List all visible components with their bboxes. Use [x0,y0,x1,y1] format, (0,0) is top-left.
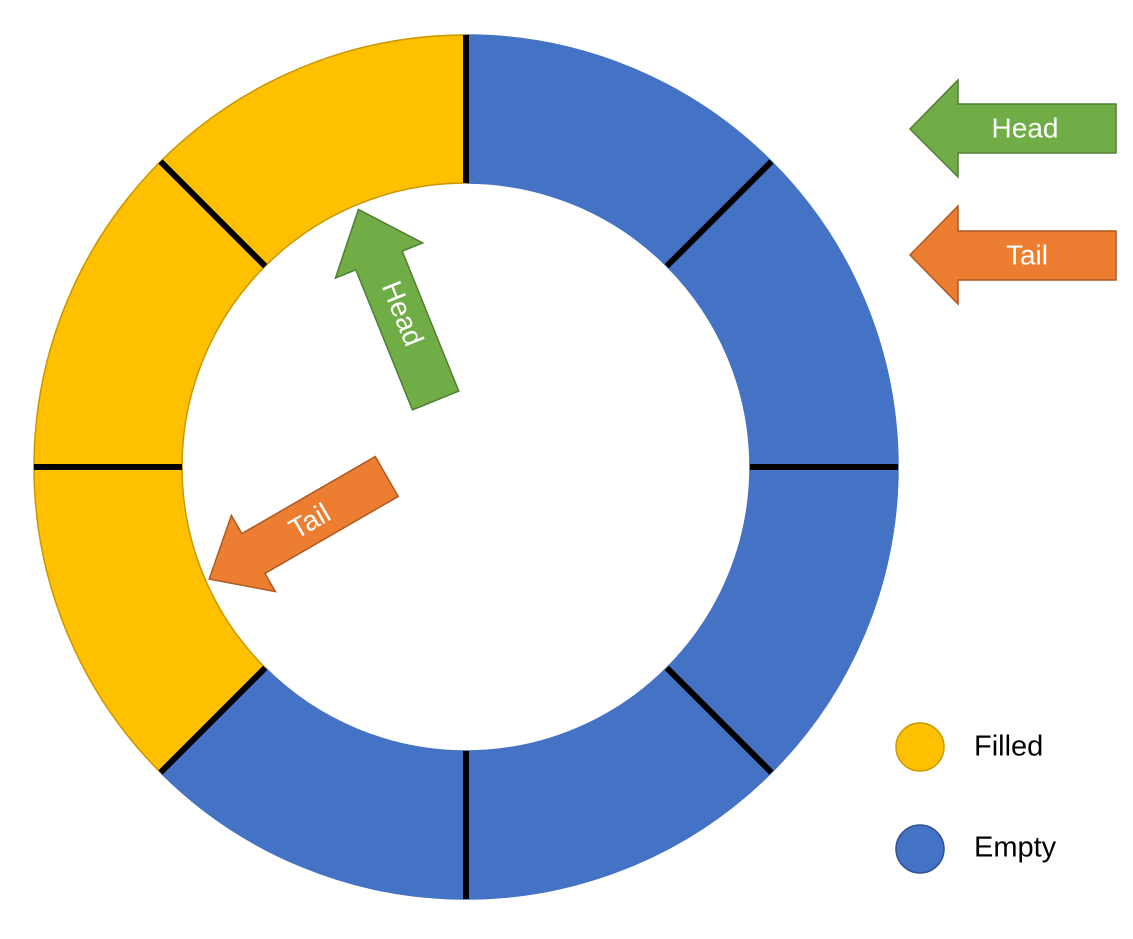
key-arrow-head-shape [908,78,1117,179]
legend-item-filled: Filled [895,722,1043,772]
tail-pointer-arrow: Tail [208,455,400,593]
legend-label-empty: Empty [974,832,1057,864]
segment-dividers [34,35,898,899]
segment-divider [664,665,774,775]
segment-divider [664,159,774,269]
ring-buffer [33,34,899,900]
segment-divider [158,159,268,269]
legend-label-filled: Filled [974,731,1043,763]
legend-item-empty: Empty [895,824,1057,874]
legend-swatch-filled [895,722,945,772]
key-arrow-tail-label: Tail [1006,239,1048,270]
key-arrow-tail-shape [908,204,1117,306]
segment-divider [158,665,268,775]
head-pointer-shape [334,208,460,411]
legend-swatch-empty [895,824,945,874]
key-arrow-head: Head [908,78,1117,179]
legend: Filled Empty [895,722,1057,874]
head-pointer-arrow: Head [334,208,460,411]
key-arrow-tail: Tail [908,204,1117,306]
tail-pointer-shape [208,455,400,593]
key-arrow-head-label: Head [992,112,1059,143]
